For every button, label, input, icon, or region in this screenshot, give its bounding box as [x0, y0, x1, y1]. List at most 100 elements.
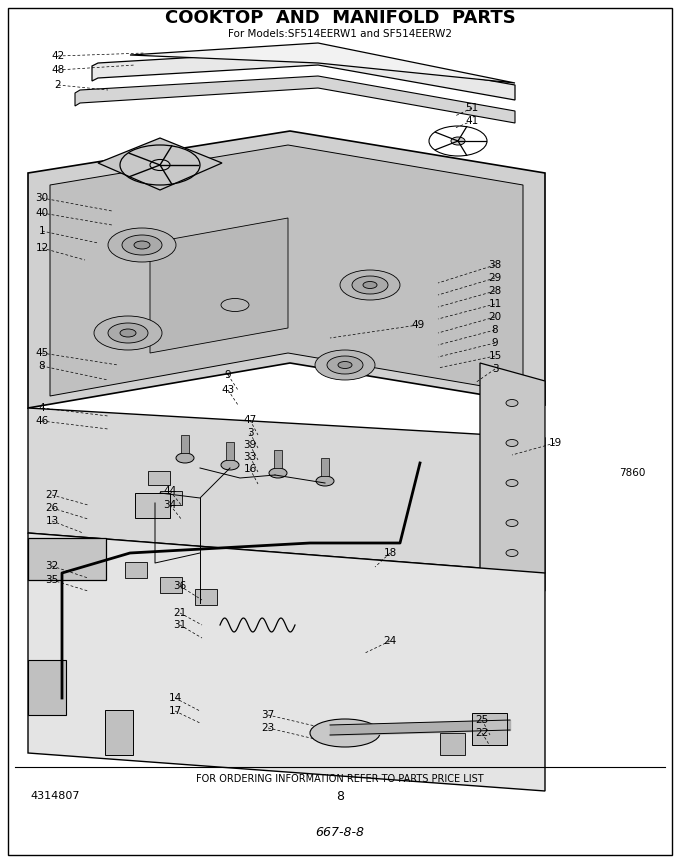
Text: 37: 37 [261, 710, 275, 720]
Text: 8: 8 [492, 325, 498, 335]
Text: 48: 48 [52, 65, 65, 75]
Text: 3: 3 [492, 364, 498, 374]
Text: For Models:SF514EERW1 and SF514EERW2: For Models:SF514EERW1 and SF514EERW2 [228, 29, 452, 39]
Polygon shape [50, 145, 523, 396]
Text: 27: 27 [46, 490, 58, 500]
Text: 25: 25 [475, 715, 489, 725]
Text: 8: 8 [39, 361, 46, 371]
Ellipse shape [363, 281, 377, 288]
Text: 8: 8 [336, 790, 344, 803]
Text: 22: 22 [475, 728, 489, 738]
Ellipse shape [221, 299, 249, 312]
Polygon shape [98, 138, 222, 190]
Ellipse shape [352, 276, 388, 294]
Text: 28: 28 [488, 286, 502, 296]
Text: 19: 19 [548, 438, 562, 448]
Text: 3: 3 [247, 428, 254, 438]
Ellipse shape [310, 719, 380, 747]
Text: 23: 23 [261, 723, 275, 733]
Polygon shape [28, 131, 545, 408]
Text: COOKTOP  AND  MANIFOLD  PARTS: COOKTOP AND MANIFOLD PARTS [165, 9, 515, 27]
Ellipse shape [327, 356, 363, 374]
Text: 18: 18 [384, 548, 396, 558]
Text: 4: 4 [39, 403, 46, 413]
Text: 16: 16 [243, 464, 256, 474]
Bar [160, 577, 182, 593]
Text: 36: 36 [173, 581, 186, 591]
Text: 35: 35 [46, 575, 58, 585]
Text: 4314807: 4314807 [30, 791, 80, 801]
Text: 26: 26 [46, 503, 58, 513]
Text: 13: 13 [46, 516, 58, 526]
Bar [195, 589, 217, 605]
Polygon shape [130, 43, 515, 83]
Ellipse shape [315, 350, 375, 380]
Ellipse shape [506, 550, 518, 557]
Polygon shape [75, 76, 515, 123]
Bar [472, 713, 507, 745]
Text: 33: 33 [243, 452, 256, 462]
Bar [125, 562, 147, 578]
Text: 17: 17 [169, 706, 182, 716]
Text: 46: 46 [35, 416, 49, 426]
Text: 31: 31 [173, 620, 186, 630]
Text: 39: 39 [243, 440, 256, 450]
Text: 15: 15 [488, 351, 502, 361]
Ellipse shape [506, 400, 518, 406]
Bar [28, 538, 106, 580]
Text: 45: 45 [35, 348, 49, 358]
Text: 42: 42 [52, 51, 65, 61]
Ellipse shape [221, 460, 239, 470]
Text: FOR ORDERING INFORMATION REFER TO PARTS PRICE LIST: FOR ORDERING INFORMATION REFER TO PARTS … [197, 774, 483, 784]
Text: 30: 30 [35, 193, 48, 203]
Text: 43: 43 [222, 385, 235, 395]
Ellipse shape [506, 520, 518, 526]
Text: 7860: 7860 [619, 468, 645, 478]
Ellipse shape [108, 323, 148, 343]
Text: 20: 20 [488, 312, 502, 322]
Text: 40: 40 [35, 208, 48, 218]
Text: 12: 12 [35, 243, 49, 253]
Text: 11: 11 [488, 299, 502, 309]
Ellipse shape [108, 228, 176, 262]
Bar [28, 660, 66, 715]
Ellipse shape [134, 241, 150, 249]
Bar [440, 733, 465, 755]
Bar [181, 435, 189, 453]
Ellipse shape [176, 453, 194, 463]
Ellipse shape [94, 316, 162, 350]
Text: 24: 24 [384, 636, 396, 646]
Ellipse shape [269, 468, 287, 478]
Text: 32: 32 [46, 561, 58, 571]
Text: 41: 41 [465, 116, 479, 126]
Ellipse shape [316, 476, 334, 486]
Polygon shape [150, 218, 288, 353]
Ellipse shape [150, 160, 170, 171]
Ellipse shape [506, 439, 518, 446]
Bar [321, 458, 329, 476]
Text: 34: 34 [163, 500, 177, 510]
Ellipse shape [120, 329, 136, 337]
Text: 47: 47 [243, 415, 256, 425]
Bar [135, 493, 170, 518]
Ellipse shape [506, 480, 518, 487]
Bar [105, 710, 133, 755]
Ellipse shape [122, 235, 162, 255]
Ellipse shape [340, 270, 400, 300]
Bar [160, 491, 182, 505]
Polygon shape [28, 408, 545, 573]
Text: 21: 21 [173, 608, 186, 618]
Text: 14: 14 [169, 693, 182, 703]
Bar [226, 442, 234, 460]
Text: 9: 9 [492, 338, 498, 348]
Bar [274, 450, 282, 468]
Text: 1: 1 [39, 226, 46, 236]
Text: 2: 2 [54, 80, 61, 90]
Text: 9: 9 [224, 370, 231, 380]
Text: 44: 44 [163, 486, 177, 496]
Text: 51: 51 [465, 103, 479, 113]
Polygon shape [480, 363, 545, 591]
Ellipse shape [338, 362, 352, 369]
Text: 38: 38 [488, 260, 502, 270]
Text: 49: 49 [411, 320, 424, 330]
